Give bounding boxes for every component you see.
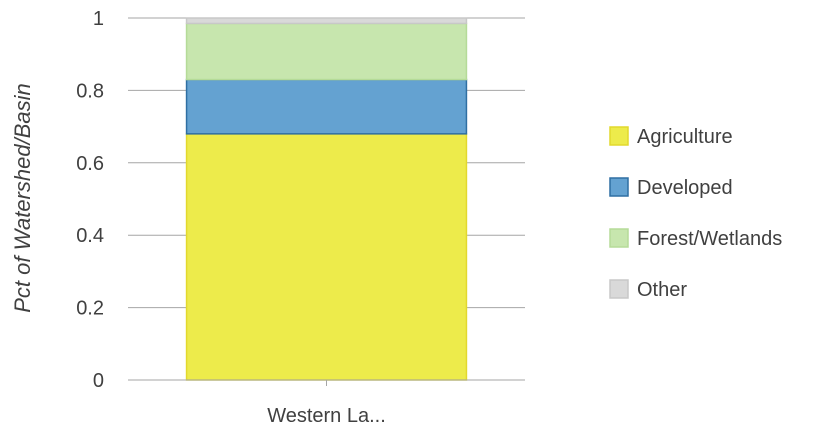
y-tick-label: 0.2 [76,298,104,320]
legend-label: Developed [637,177,733,199]
legend-swatch [609,126,629,146]
bar-segment-other [185,17,468,25]
axes: 0 0.2 0.4 0.6 0.8 1 Western La... [76,8,525,425]
y-tick-label: 0.4 [76,225,104,247]
y-tick-label: 0.8 [76,80,104,102]
y-axis-title: Pct of Watershed/Basin [10,83,35,313]
y-tick-label: 0.6 [76,153,104,175]
y-tick-label: 1 [93,8,104,30]
x-tick-label: Western La... [267,405,386,425]
legend-label: Forest/Wetlands [637,228,782,250]
legend-swatch [609,279,629,299]
bars [185,17,468,381]
legend-swatch [609,228,629,248]
bar-segment-agriculture [185,133,468,381]
bar-segment-forest-wetlands [185,22,468,81]
legend-swatch [609,177,629,197]
legend: Agriculture Developed Forest/Wetlands Other [609,126,782,301]
legend-label: Other [637,279,687,301]
bar-segment-developed [185,78,468,135]
y-tick-label: 0 [93,370,104,392]
legend-label: Agriculture [637,126,733,148]
